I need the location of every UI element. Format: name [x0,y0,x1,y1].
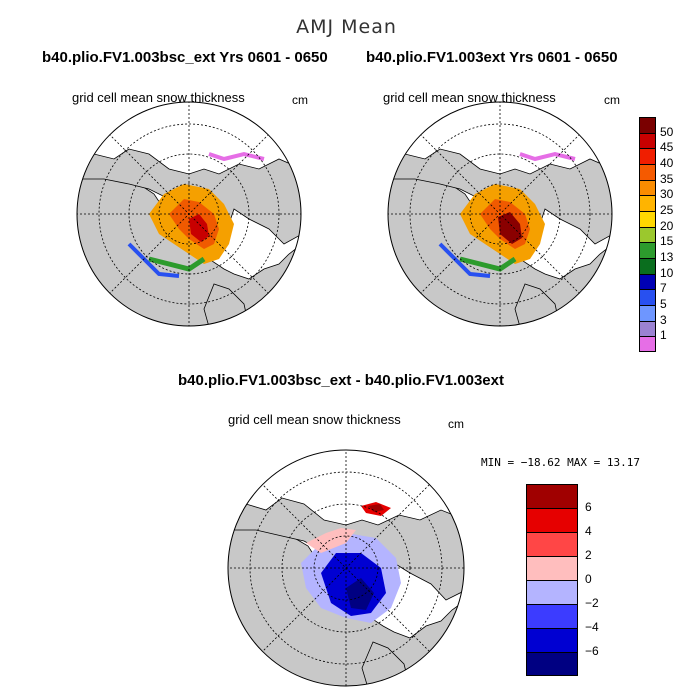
colorbar-snow-swatch [639,258,656,274]
colorbar-snow-swatch [639,320,656,337]
colorbar-diff-tick-label: 6 [585,500,592,514]
snow-fringe-green [148,256,206,272]
colorbar-diff-swatch [526,556,578,580]
colorbar-snow-swatch [639,242,656,258]
colorbar-snow-thickness [639,117,656,352]
colorbar-diff-tick-label: 4 [585,524,592,538]
colorbar-snow-tick-label: 10 [660,265,674,280]
polar-map-panel1 [76,101,302,327]
colorbar-snow-swatch [639,305,656,321]
colorbar-difference [526,484,578,676]
panel2-run-title: b40.plio.FV1.003ext Yrs 0601 - 0650 [366,49,618,66]
diff-units: cm [448,417,464,431]
colorbar-snow-swatch [639,211,656,227]
colorbar-snow-tick-label: 7 [660,281,667,296]
colorbar-snow-tick-label: 45 [660,140,674,155]
colorbar-diff-swatch [526,532,578,556]
colorbar-snow-swatch [639,273,656,290]
colorbar-snow-swatch [639,195,656,211]
colorbar-snow-swatch [639,164,656,180]
colorbar-diff-tick-label: −4 [585,620,599,634]
colorbar-snow-swatch [639,226,656,243]
panel1-subtitle: grid cell mean snow thickness [72,90,245,105]
panel1-units: cm [292,93,308,107]
graticule [388,102,612,326]
colorbar-snow-swatch [639,148,656,164]
colorbar-diff-swatch [526,652,578,676]
colorbar-snow-swatch [639,289,656,305]
diff-min-max-stats: MIN = −18.62 MAX = 13.17 [481,456,640,469]
colorbar-snow-tick-label: 3 [660,312,667,327]
colorbar-snow-tick-label: 40 [660,156,674,170]
snow-fringe-green [459,256,517,272]
snow-fringe-blue [438,242,491,278]
snow-core [498,212,522,244]
land-mass-asia [77,148,301,245]
panel2-units: cm [604,93,620,107]
colorbar-snow-swatch [639,117,656,133]
colorbar-snow-tick-label: 35 [660,171,674,186]
snow-fringe-purple [519,151,576,162]
snow-fringe-blue [127,242,180,278]
colorbar-diff-tick-label: −2 [585,596,599,610]
snow-fringe-purple [208,151,265,162]
colorbar-snow-thickness-labels: 50 45 40 35 30 25 20 15 13 10 7 5 3 1 [660,117,690,352]
colorbar-snow-swatch [639,132,656,149]
panel1-run-title: b40.plio.FV1.003bsc_ext Yrs 0601 - 0650 [42,49,328,66]
map-content [77,102,301,326]
colorbar-snow-tick-label: 13 [660,250,674,264]
colorbar-diff-swatch [526,508,578,532]
diff-dark-blue [346,578,374,610]
snow-core [189,214,209,242]
colorbar-diff-tick-label: 2 [585,548,592,562]
colorbar-diff-tick-label: −6 [585,644,599,658]
colorbar-diff-tick-label: 0 [585,572,592,586]
polar-map-diff [227,449,465,687]
map-content [228,450,464,686]
colorbar-snow-swatch [639,336,656,352]
graticule [77,102,301,326]
colorbar-snow-tick-label: 20 [660,218,674,233]
colorbar-diff-swatch [526,484,578,508]
colorbar-snow-swatch [639,179,656,196]
colorbar-snow-tick-label: 30 [660,187,674,202]
page-title: AMJ Mean [296,16,397,38]
panel2-subtitle: grid cell mean snow thickness [383,90,556,105]
colorbar-snow-tick-label: 5 [660,297,667,311]
diff-dark-red [368,504,384,512]
colorbar-difference-labels: 6 4 2 0 −2 −4 −6 [585,484,625,676]
colorbar-diff-swatch [526,628,578,652]
polar-map-panel2 [387,101,613,327]
colorbar-snow-tick-label: 1 [660,328,667,343]
diff-pink [306,528,356,553]
diff-subtitle: grid cell mean snow thickness [228,412,401,427]
colorbar-snow-tick-label: 25 [660,203,674,217]
graticule [228,450,464,686]
diff-run-title: b40.plio.FV1.003bsc_ext - b40.plio.FV1.0… [178,372,504,389]
colorbar-snow-tick-label: 50 [660,124,674,139]
land-mass-asia [388,148,612,245]
colorbar-snow-tick-label: 15 [660,234,674,249]
colorbar-diff-swatch [526,580,578,604]
colorbar-diff-swatch [526,604,578,628]
